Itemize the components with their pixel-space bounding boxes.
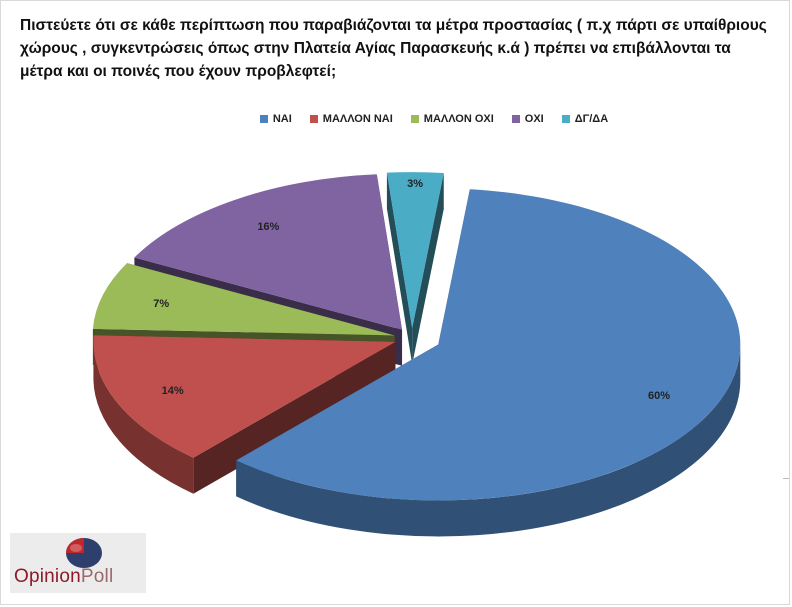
legend-swatch-nai [259, 115, 268, 123]
logo-text: OpinionPoll [14, 566, 114, 587]
chart-legend: ΝΑΙ ΜΑΛΛΟΝ ΝΑΙ ΜΑΛΛΟΝ ΟΧΙ ΟΧΙ ΔΓ/ΔΑ [38, 113, 792, 125]
chart-question: Πιστεύετε ότι σε κάθε περίπτωση που παρα… [20, 17, 767, 80]
opinionpoll-logo-icon [66, 538, 102, 568]
legend-item-oxi: ΟΧΙ [511, 113, 544, 125]
legend-label-mallon-oxi: ΜΑΛΛΟΝ ΟΧΙ [423, 113, 494, 125]
data-label-dgda: 3% [407, 178, 423, 190]
legend-swatch-dgda [561, 115, 570, 123]
pie-slice-top-dgda [386, 172, 444, 329]
legend-label-dgda: ΔΓ/ΔΑ [574, 113, 609, 125]
legend-swatch-mallon-oxi [410, 115, 419, 123]
data-label-mallon-nai: 14% [162, 385, 184, 397]
legend-item-mallon-oxi: ΜΑΛΛΟΝ ΟΧΙ [410, 113, 494, 125]
data-label-mallon-oxi: 7% [153, 298, 169, 310]
pie-slice-wall-dgda-0 [386, 172, 413, 365]
pie-slice-rim-mallon-nai-0 [93, 341, 194, 494]
legend-label-oxi: ΟΧΙ [524, 113, 544, 125]
legend-item-nai: ΝΑΙ [259, 113, 292, 125]
pie-slice-wall-mallon-nai-0 [193, 341, 396, 494]
pie-slice-rim-nai-0 [236, 344, 741, 537]
data-label-nai: 60% [648, 390, 670, 402]
pie-slice-top-mallon-oxi [92, 263, 395, 336]
legend-label-nai: ΝΑΙ [272, 113, 292, 125]
side-mark [783, 478, 789, 479]
pie-slice-top-oxi [134, 174, 403, 330]
opinionpoll-logo: OpinionPoll [10, 533, 146, 593]
pie-slice-top-mallon-nai [93, 335, 396, 458]
legend-swatch-oxi [511, 115, 520, 123]
pie-slice-nai [236, 189, 741, 537]
pie-slice-mallon-nai [93, 335, 396, 494]
legend-swatch-mallon-nai [309, 115, 318, 123]
legend-label-mallon-nai: ΜΑΛΛΟΝ ΝΑΙ [322, 113, 393, 125]
pie-slice-wall-dgda-1 [412, 172, 444, 365]
pie-slice-top-nai [236, 189, 741, 501]
legend-item-mallon-nai: ΜΑΛΛΟΝ ΝΑΙ [309, 113, 393, 125]
data-label-oxi: 16% [257, 221, 279, 233]
pie-slice-dgda [386, 172, 444, 365]
legend-item-dgda: ΔΓ/ΔΑ [561, 113, 609, 125]
